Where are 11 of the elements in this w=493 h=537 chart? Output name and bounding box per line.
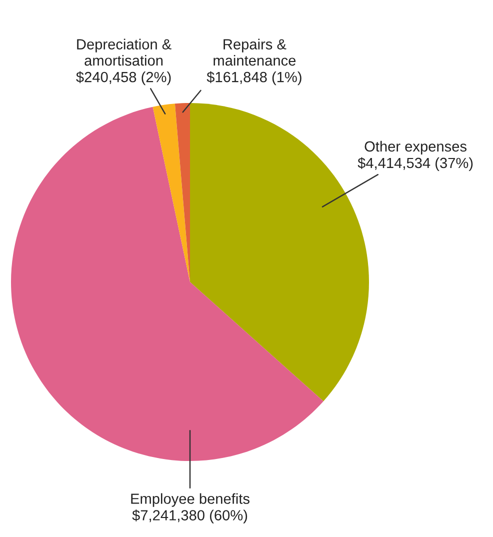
slice-label: Other expenses [364,140,466,155]
slice-label: Depreciation & amortisation [77,38,172,66]
data-label: $7,241,380 (60%) [132,510,248,524]
pie-slice [152,104,190,282]
slice-label: Repairs & maintenance [214,38,296,66]
data-label: $161,848 (1%) [206,71,302,86]
slice-label: Employee benefits [131,493,250,507]
data-label: $4,414,534 (37%) [358,157,473,172]
pie-slice [11,106,324,461]
pie-slice [174,103,190,282]
data-label: $240,458 (2%) [76,71,171,86]
